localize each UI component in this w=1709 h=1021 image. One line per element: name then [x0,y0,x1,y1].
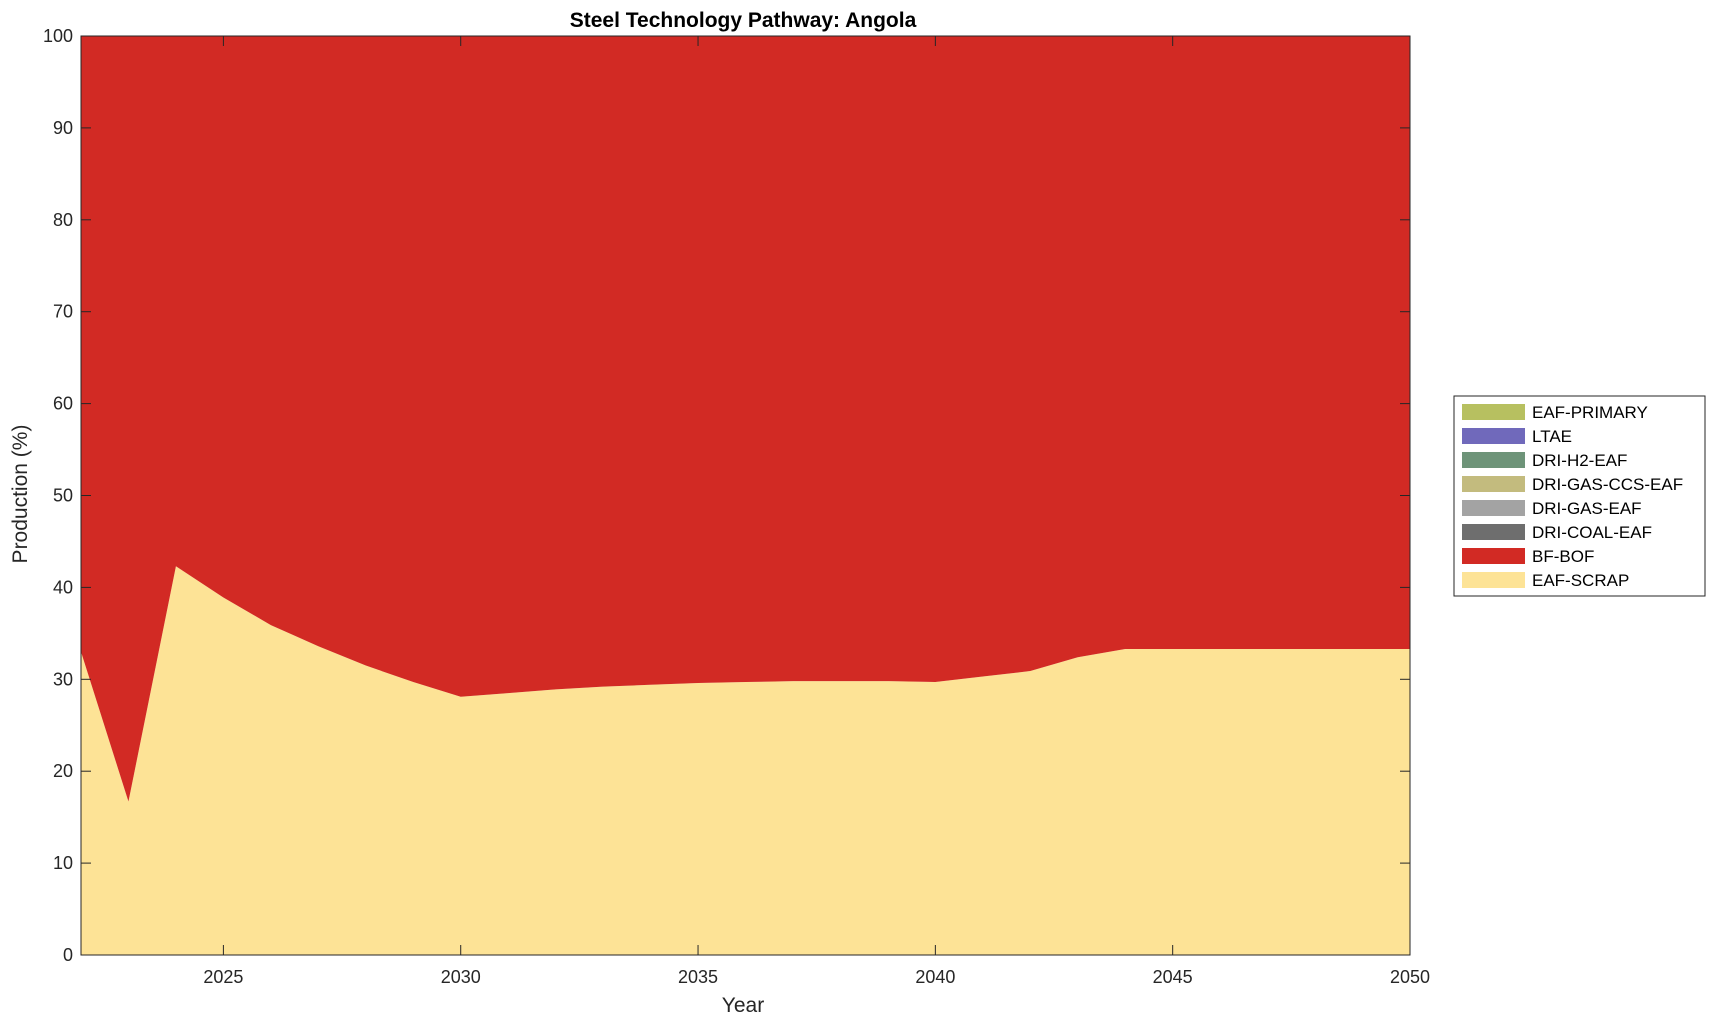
legend-box [1453,395,1706,597]
legend-swatch-bf-bof [1462,548,1525,564]
plot-areas [81,36,1410,955]
legend: EAF-PRIMARY LTAE DRI-H2-EAF DRI-GAS-CCS-EAF… [1453,395,1706,597]
y-axis-label: Production (%) [9,425,32,564]
y-tick-label: 50 [53,486,73,506]
legend-label-dri-gas-ccs-eaf: DRI-GAS-CCS-EAF [1532,475,1683,494]
y-tick-label: 40 [53,577,73,597]
legend-label-dri-gas-eaf: DRI-GAS-EAF [1532,499,1642,518]
y-tick-label: 90 [53,118,73,138]
legend-swatch-dri-gas-ccs-eaf [1462,476,1525,492]
x-tick-label: 2030 [441,967,481,987]
area-bf-bof [81,36,1410,802]
legend-label-eaf-primary: EAF-PRIMARY [1532,403,1648,422]
x-tick-label: 2050 [1390,967,1430,987]
legend-label-dri-h2-eaf: DRI-H2-EAF [1532,451,1627,470]
chart-title: Steel Technology Pathway: Angola [570,9,917,32]
y-axis: 0 10 20 30 40 50 60 70 80 90 100 [43,26,1410,965]
legend-swatch-dri-gas-eaf [1462,500,1525,516]
y-tick-label: 30 [53,669,73,689]
plot-frame [80,35,1411,956]
legend-swatch-eaf-primary [1462,404,1525,420]
y-tick-label: 80 [53,210,73,230]
y-tick-label: 0 [63,945,73,965]
legend-label-eaf-scrap: EAF-SCRAP [1532,571,1629,590]
legend-label-dri-coal-eaf: DRI-COAL-EAF [1532,523,1652,542]
legend-label-ltae: LTAE [1532,427,1572,446]
x-tick-label: 2025 [203,967,243,987]
y-tick-label: 10 [53,853,73,873]
legend-label-bf-bof: BF-BOF [1532,547,1594,566]
legend-swatch-ltae [1462,428,1525,444]
y-tick-label: 70 [53,302,73,322]
y-tick-label: 20 [53,761,73,781]
legend-swatch-eaf-scrap [1462,572,1525,588]
x-tick-label: 2045 [1153,967,1193,987]
legend-swatch-dri-h2-eaf [1462,452,1525,468]
area-eaf-scrap [81,566,1410,955]
x-tick-label: 2040 [915,967,955,987]
y-tick-label: 60 [53,394,73,414]
x-tick-label: 2035 [678,967,718,987]
y-tick-label: 100 [43,26,73,46]
x-axis-label: Year [722,994,764,1017]
legend-swatch-dri-coal-eaf [1462,524,1525,540]
